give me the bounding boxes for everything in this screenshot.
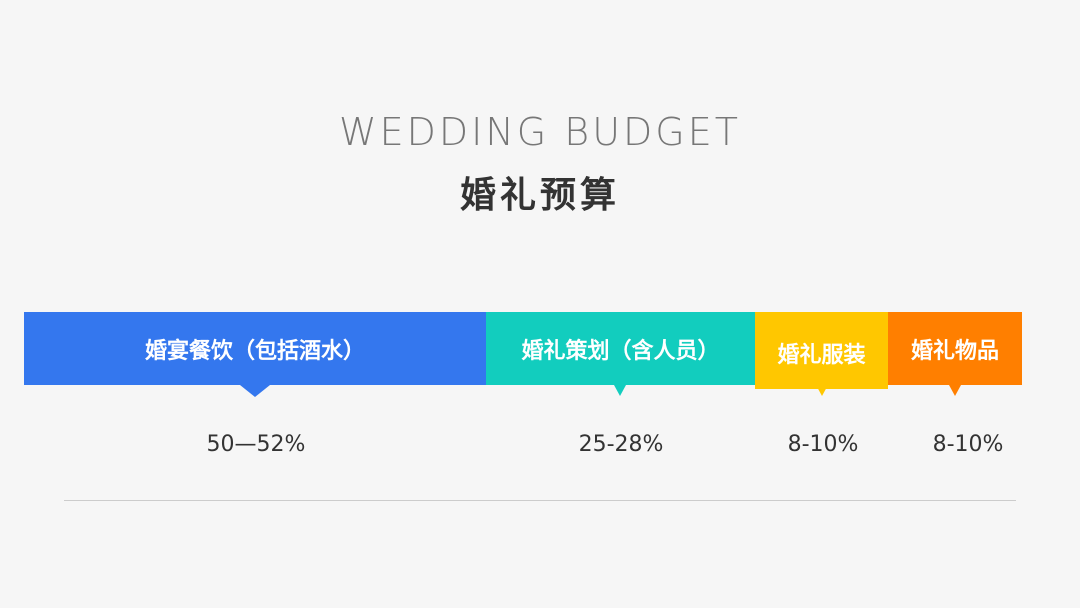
percentage-label: 8-10% [787,432,859,457]
title-english: WEDDING BUDGET [339,110,741,154]
bar-segment: 婚礼策划（含人员） [486,312,755,385]
pointer-triangle [240,385,270,397]
pointer-triangle [614,385,626,396]
bar-segment: 婚礼服装 [755,312,888,389]
divider-line [64,500,1016,501]
pointer-triangle [949,385,961,396]
title-chinese: 婚礼预算 [459,175,620,216]
percentage-label: 8-10% [932,432,1004,457]
bar-segment: 婚宴餐饮（包括酒水） [24,312,486,385]
percentage-label: 25-28% [578,432,664,457]
pointer-triangle [816,385,828,396]
bar-segment: 婚礼物品 [888,312,1022,385]
percentage-label: 50—52% [206,432,306,457]
